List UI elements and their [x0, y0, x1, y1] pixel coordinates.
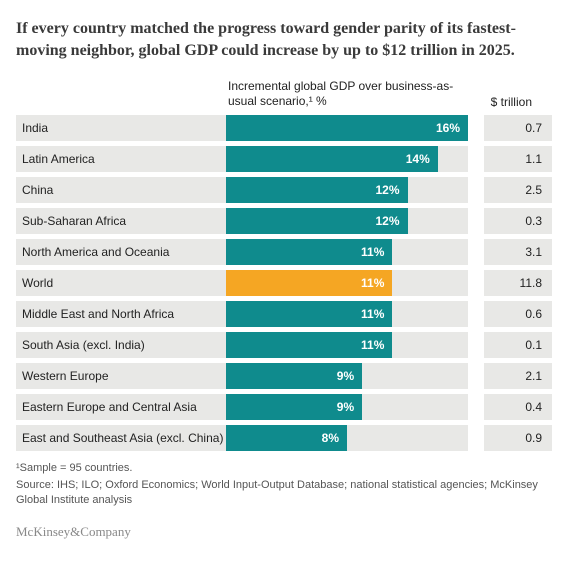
brand-mark: McKinsey&Company [16, 524, 552, 540]
source-line: Source: IHS; ILO; Oxford Economics; Worl… [16, 478, 552, 508]
region-label: Sub-Saharan Africa [16, 208, 226, 234]
region-label: China [16, 177, 226, 203]
bar-cell: 14% [226, 146, 468, 172]
bar: 12% [226, 177, 408, 203]
pct-header: Incremental global GDP over business-as-… [226, 79, 468, 109]
table-row: China12% 2.5 [16, 177, 552, 203]
trillion-value: 11.8 [484, 270, 552, 296]
bar-cell: 12% [226, 177, 468, 203]
trillion-value: 0.4 [484, 394, 552, 420]
region-label: World [16, 270, 226, 296]
trillion-value: 0.9 [484, 425, 552, 451]
bar: 12% [226, 208, 408, 234]
bar-cell: 9% [226, 363, 468, 389]
bar: 14% [226, 146, 438, 172]
table-row: Western Europe9% 2.1 [16, 363, 552, 389]
bar-cell: 11% [226, 270, 468, 296]
region-label: East and Southeast Asia (excl. China) [16, 425, 226, 451]
trillion-value: 0.7 [484, 115, 552, 141]
bar-cell: 11% [226, 332, 468, 358]
trillion-value: 2.5 [484, 177, 552, 203]
table-row: Eastern Europe and Central Asia9% 0.4 [16, 394, 552, 420]
bar: 11% [226, 239, 392, 265]
bar: 9% [226, 394, 362, 420]
region-label: Western Europe [16, 363, 226, 389]
bar: 8% [226, 425, 347, 451]
trillion-value: 0.6 [484, 301, 552, 327]
table-row: East and Southeast Asia (excl. China)8% 0… [16, 425, 552, 451]
trillion-value: 3.1 [484, 239, 552, 265]
bar-cell: 11% [226, 301, 468, 327]
bar-cell: 9% [226, 394, 468, 420]
trillion-value: 2.1 [484, 363, 552, 389]
bar: 11% [226, 270, 392, 296]
trillion-value: 1.1 [484, 146, 552, 172]
table-row: South Asia (excl. India)11% 0.1 [16, 332, 552, 358]
table-row: Latin America14% 1.1 [16, 146, 552, 172]
bar-cell: 8% [226, 425, 468, 451]
trillion-value: 0.1 [484, 332, 552, 358]
region-label: South Asia (excl. India) [16, 332, 226, 358]
bar: 9% [226, 363, 362, 389]
region-label: Middle East and North Africa [16, 301, 226, 327]
table-row: North America and Oceania11% 3.1 [16, 239, 552, 265]
bar-cell: 11% [226, 239, 468, 265]
footnote: ¹Sample = 95 countries. [16, 461, 552, 476]
chart-title: If every country matched the progress to… [16, 18, 552, 61]
table-row: Middle East and North Africa11% 0.6 [16, 301, 552, 327]
bar: 11% [226, 301, 392, 327]
region-label: Latin America [16, 146, 226, 172]
bar-cell: 12% [226, 208, 468, 234]
chart-rows: India16% 0.7 Latin America14% 1.1 China12% 2.… [16, 115, 552, 451]
region-label: Eastern Europe and Central Asia [16, 394, 226, 420]
column-headers: Incremental global GDP over business-as-… [16, 79, 552, 109]
table-row: India16% 0.7 [16, 115, 552, 141]
region-label: India [16, 115, 226, 141]
table-row: World11% 11.8 [16, 270, 552, 296]
bar-cell: 16% [226, 115, 468, 141]
trillion-value: 0.3 [484, 208, 552, 234]
bar: 16% [226, 115, 468, 141]
trillion-header: $ trillion [468, 95, 536, 109]
region-label: North America and Oceania [16, 239, 226, 265]
bar: 11% [226, 332, 392, 358]
table-row: Sub-Saharan Africa12% 0.3 [16, 208, 552, 234]
